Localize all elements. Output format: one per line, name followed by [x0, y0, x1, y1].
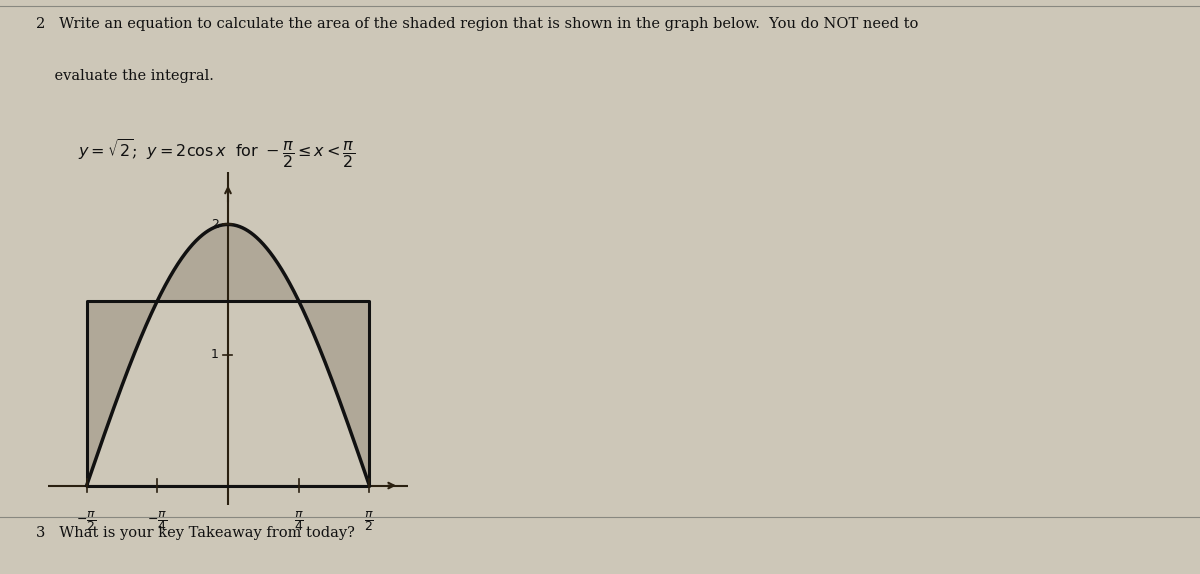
- Text: 2   Write an equation to calculate the area of the shaded region that is shown i: 2 Write an equation to calculate the are…: [36, 17, 918, 31]
- Text: $-\dfrac{\pi}{2}$: $-\dfrac{\pi}{2}$: [77, 509, 97, 533]
- Text: $\dfrac{\pi}{4}$: $\dfrac{\pi}{4}$: [294, 509, 304, 533]
- Text: 2: 2: [211, 218, 218, 231]
- Polygon shape: [86, 301, 157, 486]
- Polygon shape: [157, 224, 299, 301]
- Text: $y = \sqrt{2}$;  $y = 2\cos x$  $\mathrm{for}\ -\dfrac{\pi}{2} \leq x < \dfrac{\: $y = \sqrt{2}$; $y = 2\cos x$ $\mathrm{f…: [78, 138, 355, 170]
- Text: $-\dfrac{\pi}{4}$: $-\dfrac{\pi}{4}$: [148, 509, 168, 533]
- Text: evaluate the integral.: evaluate the integral.: [36, 69, 214, 83]
- Text: 1: 1: [211, 348, 218, 362]
- Text: $\dfrac{\pi}{2}$: $\dfrac{\pi}{2}$: [365, 509, 374, 533]
- Polygon shape: [299, 301, 370, 486]
- Text: 3   What is your key Takeaway from today?: 3 What is your key Takeaway from today?: [36, 526, 355, 540]
